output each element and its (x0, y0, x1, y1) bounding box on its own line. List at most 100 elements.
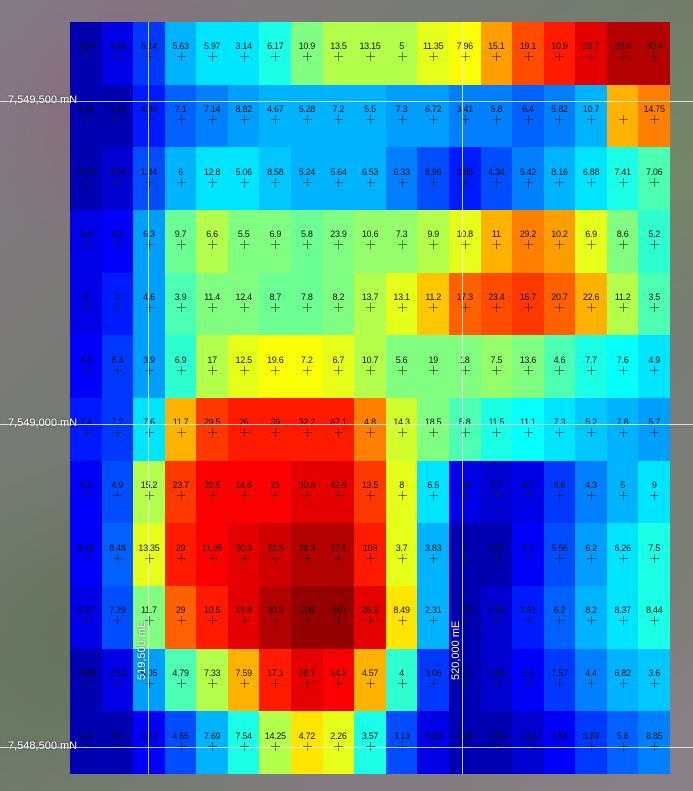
grid-cell: 4.65 (164, 711, 197, 774)
sample-cross-icon (144, 240, 154, 250)
sample-cross-icon (460, 741, 470, 751)
grid-cell: 13.1 (385, 272, 418, 336)
sample-cross-icon (334, 428, 344, 438)
cell-value: 11.7 (141, 605, 157, 615)
grid-cell: 6.53 (354, 147, 386, 210)
sample-cross-icon (144, 616, 154, 626)
cell-value: 17 (207, 354, 217, 365)
cell-value: 28.9 (361, 605, 379, 616)
sample-cross-icon (334, 490, 344, 500)
sample-cross-icon (397, 365, 407, 375)
cell-value: 8.45 (77, 542, 95, 553)
cell-value: 6.82 (614, 667, 631, 678)
sample-cross-icon (239, 616, 249, 626)
sample-cross-icon (239, 52, 249, 62)
sample-cross-icon (113, 741, 123, 751)
cell-value: 22.6 (582, 291, 600, 302)
sample-cross-icon (429, 553, 439, 563)
sample-cross-icon (302, 240, 312, 250)
cell-value: 4 (83, 291, 89, 302)
sample-cross-icon (523, 177, 533, 187)
grid-cell: 7.54 (227, 711, 260, 774)
cell-value: 4.94 (109, 166, 126, 177)
sample-cross-icon (144, 678, 154, 688)
grid-cell: 2.53 (101, 648, 134, 712)
sample-cross-icon (81, 678, 91, 688)
sample-cross-icon (587, 678, 597, 688)
grid-cell: 11.5 (480, 398, 513, 461)
cell-value: 30.9 (267, 605, 284, 616)
cell-value: 5.2 (522, 542, 534, 553)
grid-cell: 5.2 (638, 210, 670, 273)
cell-value: 5.2 (585, 417, 597, 428)
sample-cross-icon (144, 114, 154, 124)
sample-cross-icon (271, 553, 281, 563)
cell-value: 32.2 (298, 417, 316, 428)
sample-cross-icon (144, 177, 154, 187)
sample-cross-icon (618, 52, 628, 62)
grid-cell: 7.2 (322, 84, 355, 148)
sample-cross-icon (271, 428, 281, 438)
sample-cross-icon (523, 678, 533, 688)
grid-cell: 19.1 (512, 22, 544, 85)
cell-value: 4.29 (424, 730, 442, 741)
grid-cell: 4.79 (164, 648, 197, 712)
cell-value: 3.83 (424, 542, 442, 553)
cell-value: 7.3 (395, 103, 408, 114)
grid-cell: 103 (354, 523, 386, 586)
grid-cell: 5.6 (385, 335, 418, 398)
grid-cell: 36.3 (291, 523, 323, 586)
sample-cross-icon (555, 678, 565, 688)
sample-cross-icon (208, 553, 218, 563)
sample-cross-icon (144, 428, 154, 438)
grid-cell: 7.8 (291, 272, 323, 336)
northing-label-middle: 7,549,000 mN (8, 417, 78, 429)
cell-value: 6.37 (488, 542, 505, 553)
northing-gridline-7548500 (0, 747, 693, 748)
grid-cell: 7.6 (606, 335, 639, 398)
sample-cross-icon (523, 114, 533, 124)
grid-cell: 3.9 (101, 711, 134, 774)
sample-cross-icon (81, 616, 91, 626)
grid-cell: 4.6 (543, 335, 576, 398)
sample-cross-icon (365, 678, 375, 688)
sample-cross-icon (176, 177, 186, 187)
cell-value: 6 (178, 166, 183, 177)
sample-cross-icon (523, 302, 533, 312)
sample-cross-icon (176, 553, 186, 563)
sample-cross-icon (271, 678, 281, 688)
cell-value: 14.25 (264, 730, 286, 741)
grid-cell: 5.2 (70, 460, 102, 524)
cell-value: 7.2 (301, 354, 313, 365)
grid-cell: 22.5 (196, 460, 228, 524)
grid-cell: 6.7 (322, 335, 355, 398)
grid-cell: 3.06 (417, 648, 449, 712)
sample-cross-icon (618, 553, 628, 563)
sample-cross-icon (176, 302, 186, 312)
northing-label-bottom: 7,548,500 mN (8, 740, 78, 752)
sample-cross-icon (650, 114, 660, 124)
grid-cell: 7.3 (543, 398, 576, 461)
cell-value: 22.5 (203, 479, 221, 490)
grid-cell: 10.7 (575, 84, 607, 148)
sample-cross-icon (429, 741, 439, 751)
cell-value: 8.7 (522, 479, 534, 490)
cell-value: 4.79 (172, 667, 189, 678)
grid-cell: 19 (417, 335, 449, 398)
sample-cross-icon (492, 490, 502, 500)
grid-cell: 67.1 (322, 398, 355, 461)
sample-cross-icon (429, 52, 439, 62)
sample-cross-icon (650, 490, 660, 500)
sample-cross-icon (81, 365, 91, 375)
cell-value: 7.8 (301, 291, 313, 302)
cell-value: 7.6 (143, 417, 155, 427)
sample-cross-icon (176, 741, 186, 751)
sample-cross-icon (618, 678, 628, 688)
grid-cell: 7.69 (196, 711, 228, 774)
cell-value: 8.16 (551, 166, 568, 177)
sample-cross-icon (365, 616, 375, 626)
grid-cell: 8.7 (512, 460, 544, 524)
sample-cross-icon (460, 114, 470, 124)
grid-cell: 5.46 (70, 84, 102, 148)
